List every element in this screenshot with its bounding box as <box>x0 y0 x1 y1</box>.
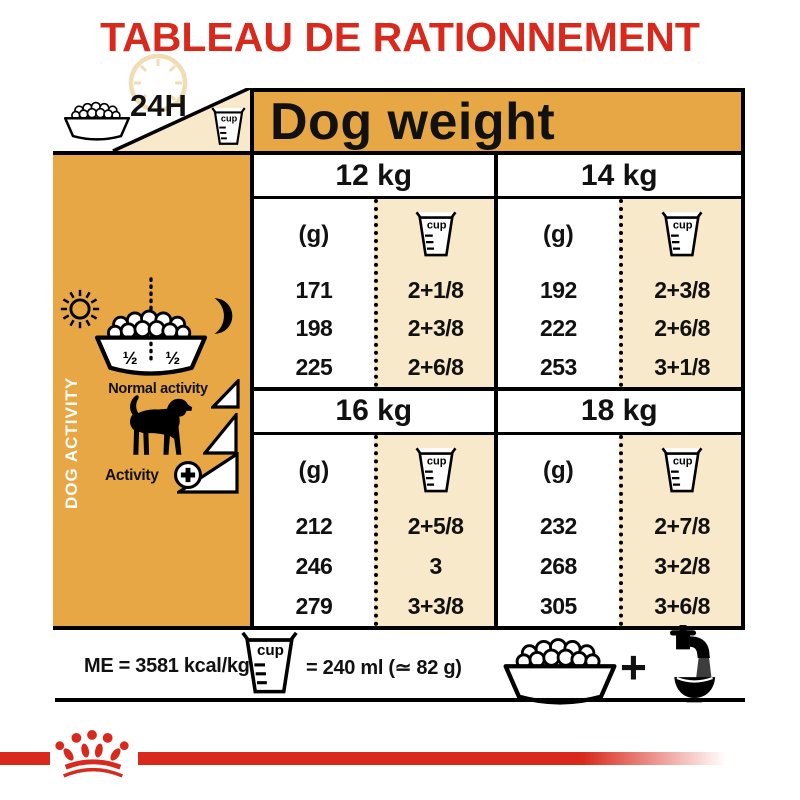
weight-label: 16 kg <box>254 391 494 435</box>
activity-level-triangle-icon <box>203 413 238 455</box>
cups-value: 3+3/8 <box>407 592 464 619</box>
cups-value: 3+1/8 <box>654 353 710 380</box>
cups-value: 2+3/8 <box>407 315 464 342</box>
weight-block-16kg: 16 kg (g) 212 246 279 cup <box>254 390 498 626</box>
svg-text:cup: cup <box>426 455 446 467</box>
brand-stripe <box>0 752 50 765</box>
cups-value: 3+2/8 <box>654 552 710 579</box>
grams-unit-label: (g) <box>298 456 330 484</box>
royal-canin-crown-icon <box>55 730 129 778</box>
clock-24h-icon <box>128 53 188 113</box>
weight-block-12kg: 12 kg (g) 171 198 225 cup <box>254 155 498 391</box>
measuring-cup-icon: cup <box>211 107 246 145</box>
activity-plus-label: Activity <box>105 467 159 484</box>
cups-value: 2+5/8 <box>407 512 464 539</box>
grams-unit-label: (g) <box>543 221 574 248</box>
grams-value: 279 <box>295 592 333 619</box>
half-portion-label: ½ <box>123 348 138 368</box>
sun-icon <box>60 289 100 329</box>
grams-value: 225 <box>295 353 333 380</box>
cup-label: cup <box>221 114 238 124</box>
activity-level-triangle-icon <box>211 379 240 409</box>
grams-unit-label: (g) <box>298 221 330 248</box>
cups-value: 2+6/8 <box>407 353 464 380</box>
cup-equivalence-label: = 240 ml (≃ 82 g) <box>306 657 462 679</box>
grams-value: 305 <box>539 592 577 619</box>
measuring-cup-icon: cup <box>415 447 457 492</box>
grams-value: 246 <box>295 552 333 579</box>
moon-icon <box>214 298 233 334</box>
cups-value: 2+6/8 <box>654 315 710 342</box>
svg-text:cup: cup <box>673 455 693 467</box>
grams-value: 198 <box>295 315 333 342</box>
grams-value: 192 <box>539 276 577 303</box>
cups-value: 2+7/8 <box>654 512 710 539</box>
normal-activity-label: Normal activity <box>108 381 208 397</box>
rationing-grid: Dog weight 12 kg (g) 171 198 225 <box>250 88 745 630</box>
measuring-cup-icon: cup <box>661 211 703 257</box>
corner-diagonal-split <box>112 88 250 151</box>
svg-text:cup: cup <box>257 642 284 659</box>
weight-block-18kg: 18 kg (g) 232 268 305 cup <box>497 390 741 626</box>
dog-activity-sidebar: DOG ACTIVITY ½ ½ <box>53 151 250 630</box>
footer-divider <box>55 698 745 702</box>
grams-value: 253 <box>539 353 577 380</box>
brand-stripe <box>138 752 738 765</box>
cups-value: 2+3/8 <box>654 276 710 303</box>
weight-label: 14 kg <box>497 155 741 199</box>
grams-value: 232 <box>539 512 577 539</box>
measuring-cup-icon: cup <box>415 211 457 257</box>
water-tap-icon <box>669 625 716 703</box>
dog-weight-header: Dog weight <box>254 92 741 155</box>
sidebar-vertical-label: DOG ACTIVITY <box>62 376 81 510</box>
food-bowl-half-half-icon: ½ ½ <box>94 277 208 376</box>
grams-unit-label: (g) <box>543 456 574 484</box>
duration-24h-label: 24H <box>130 88 187 123</box>
svg-text:cup: cup <box>426 220 446 232</box>
grams-value: 171 <box>295 276 333 303</box>
plus-sign: + <box>620 641 647 693</box>
metabolizable-energy-label: ME = 3581 kcal/kg <box>84 655 250 677</box>
measuring-cup-icon: cup <box>241 631 298 694</box>
weight-label: 12 kg <box>254 155 494 199</box>
page-title: TABLEAU DE RATIONNEMENT <box>100 14 700 60</box>
weight-block-14kg: 14 kg (g) 192 222 253 cup <box>497 155 741 391</box>
dog-silhouette-icon <box>130 395 193 455</box>
weight-label: 18 kg <box>497 391 741 435</box>
grams-value: 212 <box>295 512 333 539</box>
weight-blocks: 12 kg (g) 171 198 225 cup <box>254 155 741 626</box>
plus-circle-icon <box>174 461 202 489</box>
food-bowl-icon <box>503 638 617 705</box>
food-bowl-icon <box>63 101 131 141</box>
svg-text:cup: cup <box>673 220 693 232</box>
cups-value: 2+1/8 <box>407 276 464 303</box>
half-portion-label: ½ <box>165 348 180 368</box>
cups-value: 3+6/8 <box>654 592 710 619</box>
grams-value: 222 <box>539 315 577 342</box>
cups-value: 3 <box>429 552 442 579</box>
measuring-cup-icon: cup <box>661 447 703 492</box>
grams-value: 268 <box>539 552 577 579</box>
